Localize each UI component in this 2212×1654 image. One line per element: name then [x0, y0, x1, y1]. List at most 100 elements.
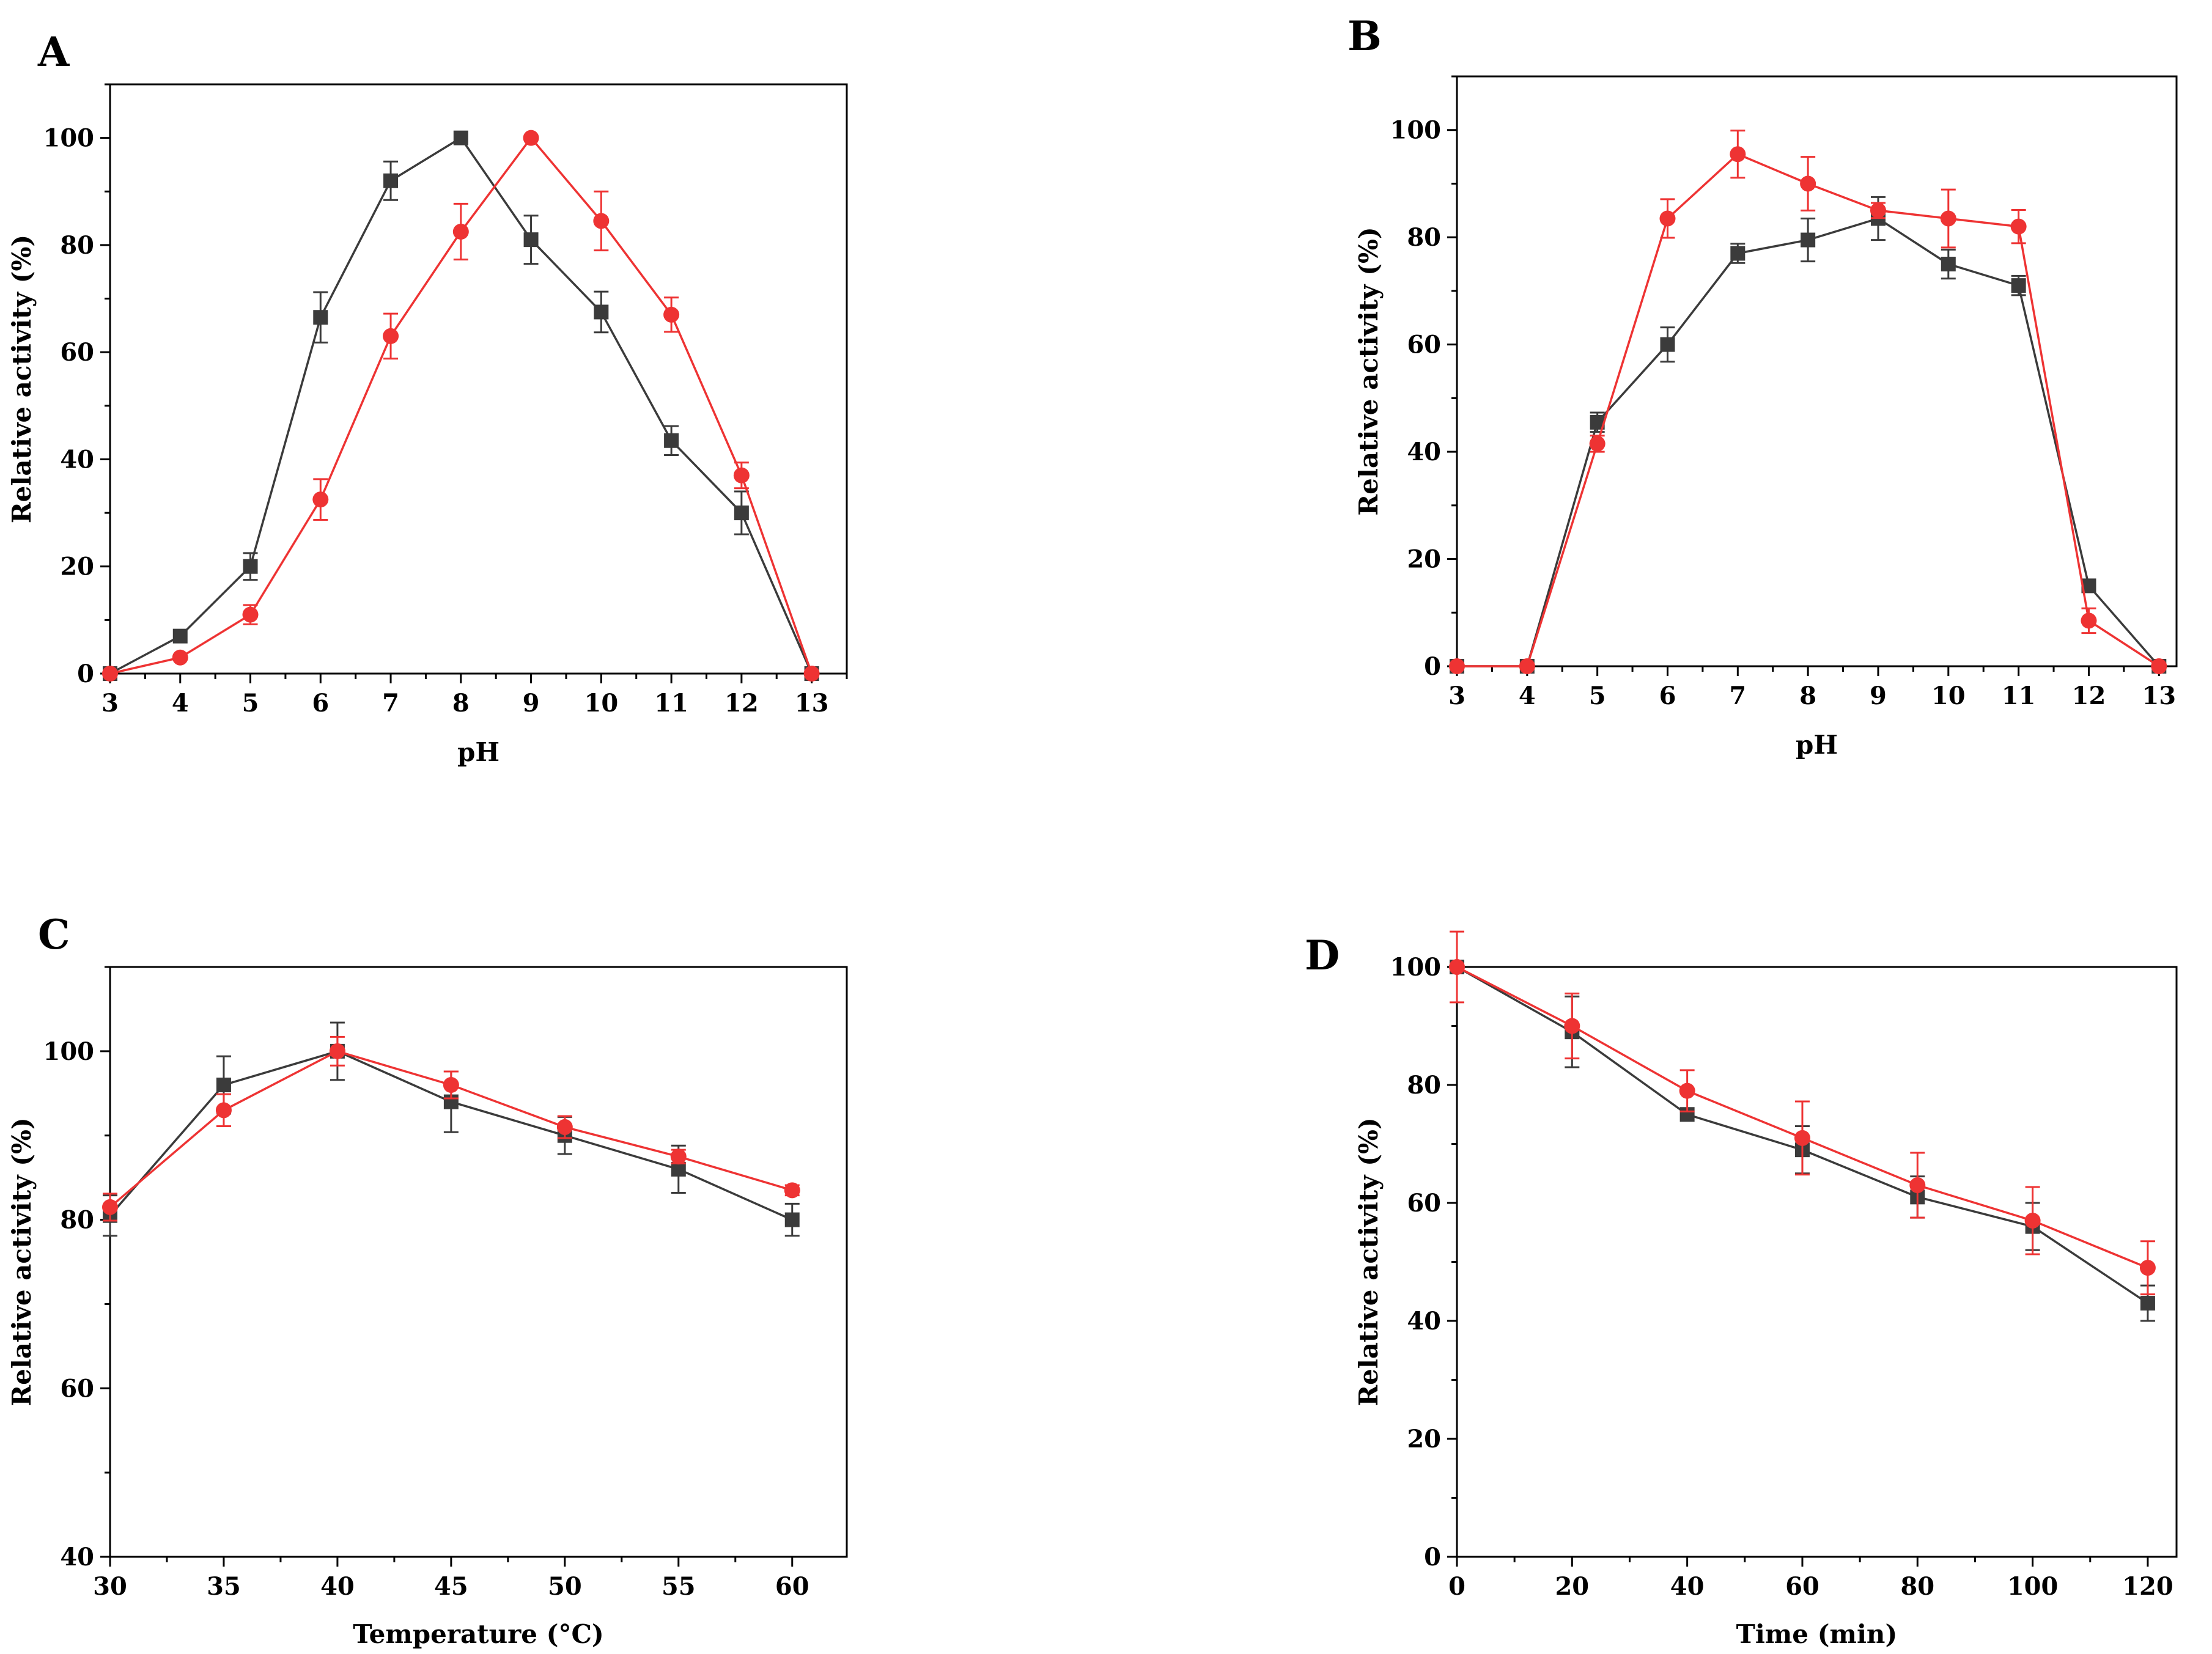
chart-d-x-tick-label: 80 — [1900, 1572, 1934, 1601]
chart-b-x-tick-label: 12 — [2072, 682, 2106, 710]
chart-a-x-tick-label: 10 — [584, 689, 618, 718]
chart-c-data-point-circle — [215, 1102, 232, 1119]
chart-b-data-point-circle — [1730, 146, 1746, 163]
chart-d-data-point-circle — [2139, 1260, 2156, 1276]
chart-a-data-point-square — [172, 628, 188, 644]
chart-panel-c: C 30 35 40 45 50 55 60 40 60 80 100 Temperature (°C… — [7, 911, 848, 1649]
chart-a-data-point-square — [664, 433, 679, 448]
chart-b-y-tick-label: 40 — [1407, 438, 1441, 466]
chart-d-series-red — [1449, 930, 2156, 1296]
chart-a-data-point-square — [734, 505, 749, 521]
chart-a-x-tick-label: 9 — [523, 689, 540, 718]
chart-b-data-point-square — [1660, 337, 1675, 352]
chart-d-x-tick-label: 60 — [1785, 1572, 1819, 1601]
chart-a-data-point-square — [523, 232, 539, 248]
chart-b-x-axis-title: pH — [1796, 730, 1838, 760]
chart-b-y-tick-label: 0 — [1424, 652, 1441, 681]
chart-a-data-point-circle — [312, 491, 329, 508]
chart-c-y-tick-label: 100 — [43, 1037, 95, 1066]
chart-a-y-tick-label: 100 — [43, 124, 95, 153]
chart-a-plot-frame — [109, 83, 848, 675]
chart-a-y-tick-label: 40 — [60, 445, 94, 474]
chart-c-y-tick-label: 80 — [60, 1206, 94, 1235]
chart-a-x-tick-label: 7 — [382, 689, 399, 718]
chart-a-data-point-square — [313, 310, 328, 325]
chart-d-y-tick-label: 100 — [1390, 953, 1442, 982]
chart-c-x-tick-label: 60 — [775, 1572, 809, 1601]
chart-b-y-axis-title: Relative activity (%) — [1354, 227, 1384, 515]
chart-b-plot-frame — [1456, 75, 2178, 667]
chart-b-data-point-circle — [1870, 202, 1886, 219]
chart-b-x-tick-label: 10 — [1931, 682, 1966, 710]
chart-b-data-point-circle — [1449, 658, 1465, 674]
chart-b-data-point-circle — [2081, 612, 2097, 629]
chart-b-data-point-circle — [2151, 658, 2167, 674]
chart-d-x-tick-label: 20 — [1555, 1572, 1589, 1601]
chart-b-data-point-circle — [1659, 210, 1676, 227]
chart-c-data-point-circle — [102, 1199, 118, 1215]
chart-b-y-tick-label: 100 — [1390, 116, 1442, 145]
chart-a-x-tick-label: 4 — [172, 689, 189, 718]
chart-c-data-point-circle — [443, 1077, 459, 1093]
chart-b-data-point-circle — [1589, 435, 1606, 452]
chart-c-x-tick-label: 50 — [548, 1572, 582, 1601]
chart-c-plot-frame — [109, 966, 848, 1558]
chart-panel-a: A 3 4 5 6 7 8 9 10 11 12 13 0 20 40 60 80 100 pH Relative … — [7, 28, 848, 767]
chart-c-x-tick-label: 55 — [662, 1572, 696, 1601]
chart-b-x-tick-label: 11 — [2002, 682, 2036, 710]
panel-letter-a: A — [37, 28, 70, 76]
chart-d-y-tick-label: 80 — [1407, 1071, 1441, 1100]
chart-d-x-tick-label: 120 — [2122, 1572, 2173, 1601]
chart-b-x-tick-label: 9 — [1870, 682, 1887, 710]
chart-d-x-axis-title: Time (min) — [1736, 1619, 1898, 1649]
chart-a-data-point-square — [383, 173, 399, 188]
chart-c-data-point-circle — [329, 1043, 345, 1059]
chart-c-x-tick-label: 40 — [320, 1572, 355, 1601]
panel-letter-c: C — [38, 911, 70, 958]
chart-a-x-tick-label: 12 — [724, 689, 759, 718]
chart-d-x-tick-label: 40 — [1670, 1572, 1705, 1601]
chart-a-data-point-circle — [733, 467, 750, 483]
chart-c-y-tick-label: 40 — [60, 1543, 94, 1571]
chart-a-data-point-circle — [383, 328, 399, 344]
chart-a-data-point-circle — [242, 606, 259, 623]
chart-d-x-tick-label: 0 — [1448, 1572, 1465, 1601]
chart-b-x-tick-label: 13 — [2142, 682, 2176, 710]
chart-b-data-point-square — [1730, 246, 1746, 261]
chart-d-data-point-square — [2140, 1296, 2155, 1311]
chart-a-x-tick-label: 13 — [795, 689, 829, 718]
chart-a-x-tick-label: 3 — [101, 689, 119, 718]
chart-a-x-tick-label: 6 — [312, 689, 329, 718]
chart-b-series-red — [1449, 130, 2167, 674]
chart-c-data-point-circle — [670, 1149, 687, 1165]
chart-d-data-point-circle — [1794, 1130, 1810, 1146]
chart-b-data-point-circle — [1940, 210, 1956, 227]
chart-a-x-tick-label: 5 — [242, 689, 259, 718]
chart-a-data-point-square — [594, 304, 609, 320]
chart-a-data-point-circle — [663, 306, 680, 323]
chart-d-x-tick-label: 100 — [2007, 1572, 2059, 1601]
chart-a-data-point-circle — [102, 666, 118, 682]
chart-b-data-point-circle — [1800, 175, 1816, 192]
chart-b-data-point-square — [1941, 257, 1956, 272]
chart-b-data-point-circle — [2010, 218, 2027, 235]
chart-b-x-tick-label: 5 — [1589, 682, 1606, 710]
chart-a-y-tick-label: 20 — [60, 553, 94, 581]
chart-a-data-point-square — [243, 559, 258, 574]
chart-d-y-axis-title: Relative activity (%) — [1354, 1117, 1384, 1406]
chart-panel-b: B 3 4 5 6 7 8 9 10 11 12 13 0 20 40 60 80 100 pH Relative … — [1347, 12, 2178, 760]
chart-b-x-tick-label: 8 — [1799, 682, 1816, 710]
chart-b-x-tick-label: 7 — [1729, 682, 1746, 710]
chart-c-data-point-circle — [556, 1119, 573, 1135]
chart-b-x-tick-label: 4 — [1519, 682, 1536, 710]
chart-a-data-point-circle — [593, 213, 610, 229]
chart-c-x-tick-label: 45 — [434, 1572, 468, 1601]
chart-a-data-point-circle — [803, 666, 820, 682]
chart-b-y-tick-label: 80 — [1407, 223, 1441, 252]
panel-letter-d: D — [1305, 932, 1340, 979]
chart-b-data-point-square — [2011, 278, 2026, 293]
chart-c-x-tick-label: 30 — [93, 1572, 127, 1601]
chart-d-data-point-circle — [1564, 1018, 1580, 1034]
